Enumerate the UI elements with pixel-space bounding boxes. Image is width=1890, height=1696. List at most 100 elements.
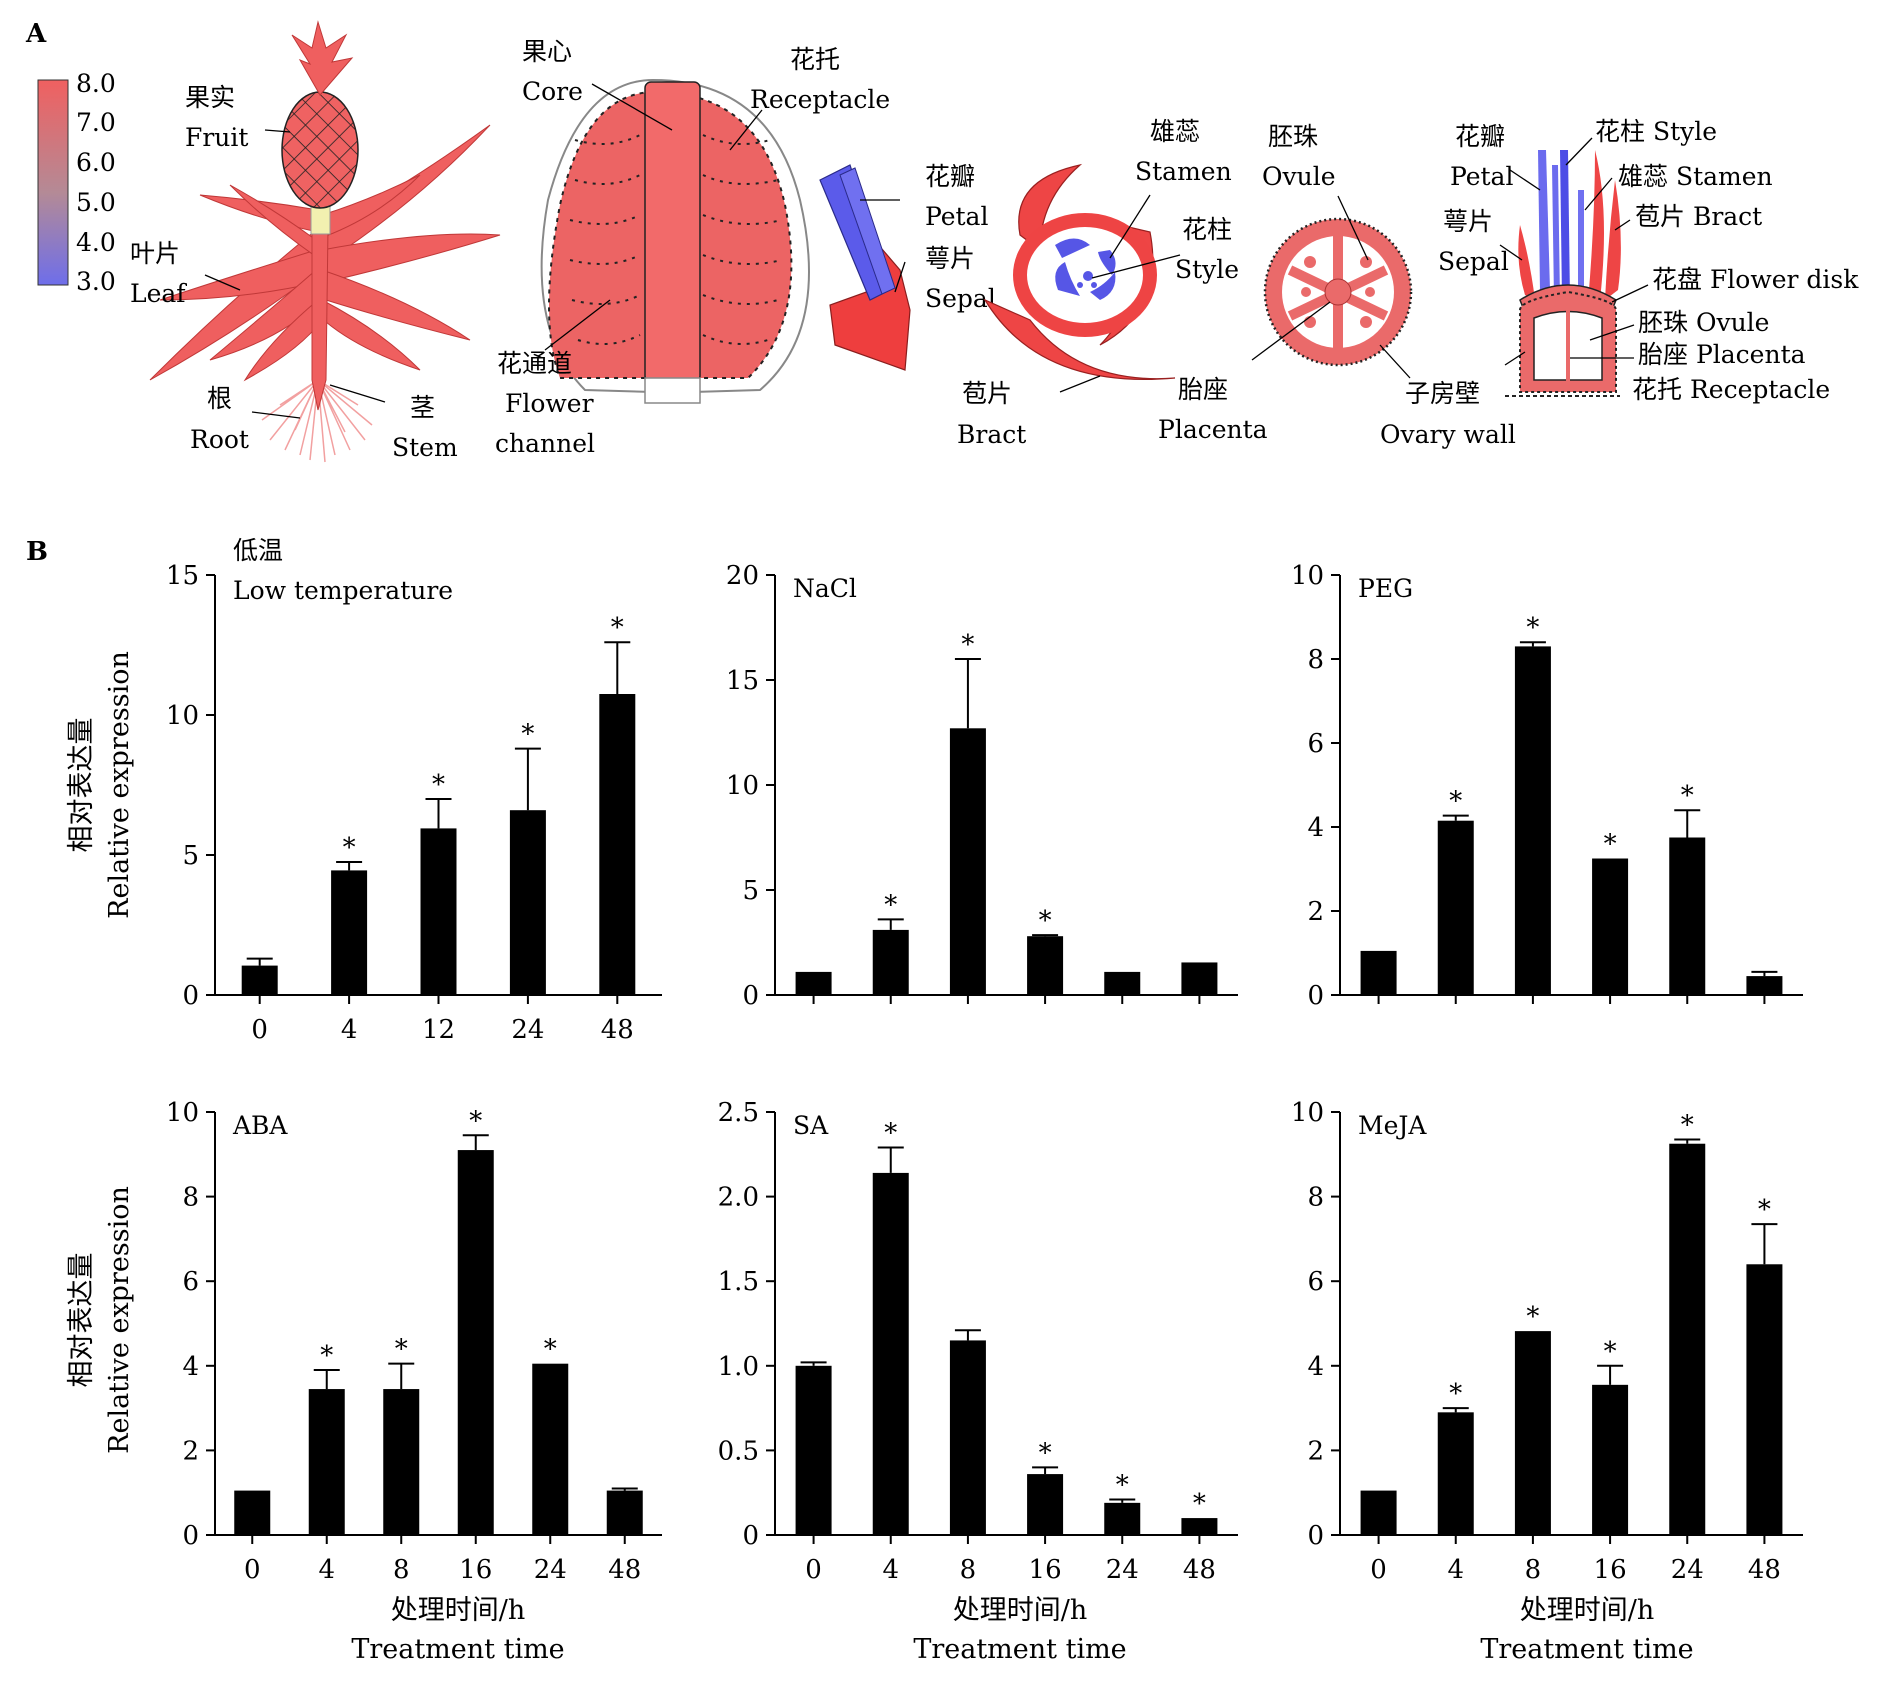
leaf-leader-line: [204, 274, 241, 291]
bar: [331, 870, 368, 995]
bar: [949, 1340, 986, 1535]
significance-star: *: [1681, 781, 1694, 811]
chart-title: Low temperature: [233, 576, 453, 605]
label-r-stamen: 雄蕊 Stamen: [1618, 162, 1773, 191]
y-tick-label: 1.5: [718, 1267, 759, 1297]
bar: [308, 1389, 345, 1535]
bar-chart: 0 2 4 6 8 10 * * * * PEG: [1291, 561, 1803, 1011]
x-tick-label: 24: [511, 1015, 544, 1045]
y-axis-title-zh: 相对表达量: [66, 718, 97, 853]
x-tick-label: 16: [459, 1555, 492, 1585]
x-tick-label: 0: [805, 1555, 822, 1585]
stem-illustration: [311, 227, 329, 411]
significance-star: *: [1193, 1489, 1206, 1519]
y-tick-label: 10: [1291, 1098, 1324, 1128]
bar-chart: 0 5 10 15 0 4 * 12 * 24 * 48 * 低温 Low temperature: [166, 536, 662, 1045]
bar: [872, 929, 909, 995]
bar: [1746, 976, 1783, 995]
x-tick-label: 0: [244, 1555, 261, 1585]
stamen-cross-illustration: [1055, 238, 1116, 300]
x-tick-label: 0: [1370, 1555, 1387, 1585]
significance-star: *: [1116, 1470, 1129, 1500]
colorbar-gradient: [37, 79, 69, 286]
bar-chart: 0 0.5 1.0 1.5 2.0 2.5 0 4 * 8 16 * 24 * 48 * SA: [718, 1098, 1238, 1585]
x-axis-title-zh: 处理时间/h: [391, 1595, 526, 1626]
colorbar-tick: 7.0: [76, 108, 116, 137]
placenta-leader-line: [1251, 301, 1331, 361]
colorbar-tick: 8.0: [76, 69, 116, 98]
y-tick-label: 15: [166, 561, 199, 591]
r-style-illustration-2: [1552, 165, 1560, 300]
petal-illustration-2: [839, 167, 896, 295]
label-ovary-wall-en: Ovary wall: [1380, 420, 1516, 449]
x-axis-title-zh: 处理时间/h: [953, 1595, 1088, 1626]
x-tick-label: 16: [1029, 1555, 1062, 1585]
y-tick-label: 6: [1307, 1267, 1324, 1297]
label-core-zh: 果心: [522, 37, 572, 66]
bar: [532, 1363, 569, 1535]
bar: [1027, 1474, 1064, 1535]
bar: [1746, 1264, 1783, 1535]
ovary-wall-leader-line: [1379, 344, 1411, 379]
label-petal-en: Petal: [925, 202, 988, 231]
label-fruit-en: Fruit: [185, 123, 248, 152]
significance-star: *: [884, 1119, 897, 1149]
chart-title: MeJA: [1358, 1111, 1427, 1140]
significance-star: *: [1526, 1302, 1539, 1332]
bar: [1104, 1502, 1141, 1535]
label-leaf-zh: 叶片: [130, 239, 180, 268]
bar: [1360, 1490, 1397, 1535]
r-sepal-leader-line: [1499, 244, 1523, 261]
significance-star: *: [884, 890, 897, 920]
roots-illustration: [261, 379, 373, 463]
bar: [795, 1365, 832, 1535]
y-axis-title-en: Relative expression: [104, 1186, 135, 1454]
y-tick-label: 10: [166, 701, 199, 731]
y-tick-label: 2.0: [718, 1183, 759, 1213]
flower-channel-dots: [569, 134, 783, 345]
y-tick-label: 8: [182, 1183, 199, 1213]
bar: [872, 1172, 909, 1535]
y-axis-title-en: Relative expression: [104, 651, 135, 919]
label-petal-zh: 花瓣: [925, 162, 975, 191]
label-flower-channel-zh: 花通道: [497, 349, 572, 378]
label-stem-zh: 茎: [410, 393, 435, 422]
label-root-en: Root: [190, 425, 249, 454]
significance-star: *: [1526, 613, 1539, 643]
label-ovary-wall-zh: 子房壁: [1405, 379, 1480, 408]
r-ovary-wall-leader-line: [1504, 351, 1526, 366]
label-fruit-zh: 果实: [185, 83, 235, 112]
petal-sepal-illustration: [819, 164, 911, 371]
y-tick-label: 6: [1307, 729, 1324, 759]
label-r-ovule: 胚珠 Ovule: [1638, 308, 1769, 337]
bar: [1592, 1384, 1629, 1535]
fruit-leader-line: [264, 129, 291, 133]
receptacle-leader-line: [729, 109, 763, 151]
flower-cross-section-illustration: [983, 163, 1176, 381]
colorbar: 8.0 7.0 6.0 5.0 4.0 3.0: [37, 69, 116, 296]
significance-star: *: [432, 770, 445, 800]
y-tick-label: 4: [1307, 1352, 1324, 1382]
label-r-sepal-zh: 萼片: [1443, 207, 1493, 236]
label-stamen-zh: 雄蕊: [1150, 117, 1200, 146]
bar: [1514, 1331, 1551, 1535]
stem-leader-line: [329, 384, 386, 403]
colorbar-tick: 6.0: [76, 148, 116, 177]
bar: [1592, 858, 1629, 995]
root-leader-line: [251, 411, 301, 419]
flower-longitudinal-section-illustration: [1505, 150, 1621, 397]
placenta-longitudinal-illustration: [1566, 310, 1570, 382]
bar: [949, 728, 986, 995]
r-petal-illustration: [1538, 150, 1550, 292]
significance-star: *: [343, 833, 356, 863]
y-tick-label: 10: [1291, 561, 1324, 591]
bar-chart: 0 5 10 15 20 * * * NaCl: [726, 561, 1238, 1011]
r-sepal-illustration: [1518, 225, 1535, 300]
bar: [1437, 820, 1474, 995]
y-tick-label: 15: [726, 666, 759, 696]
panel-a: A 8.0 7.0 6.0 5.0 4.0 3.0: [25, 19, 1859, 463]
x-tick-label: 12: [422, 1015, 455, 1045]
y-tick-label: 6: [182, 1267, 199, 1297]
bract-illustration: [983, 298, 1176, 381]
